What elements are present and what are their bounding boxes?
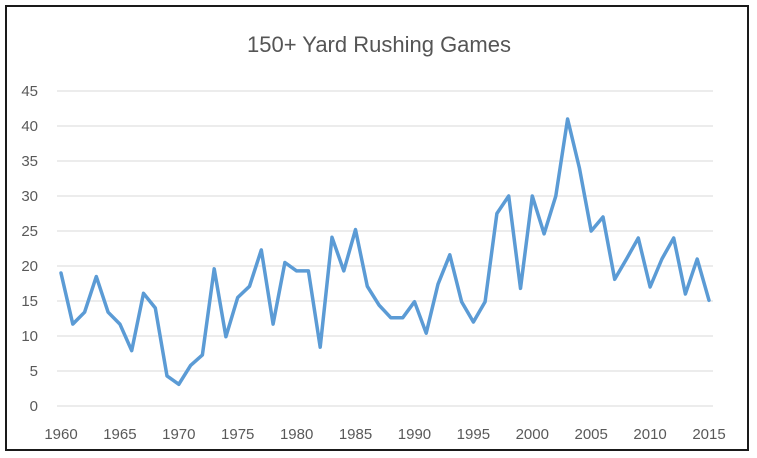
x-tick-label: 1965 bbox=[103, 426, 136, 443]
grid-lines bbox=[57, 90, 713, 407]
y-tick-label: 25 bbox=[21, 223, 38, 240]
y-tick-label: 45 bbox=[21, 83, 38, 100]
y-tick-label: 15 bbox=[21, 293, 38, 310]
x-tick-label: 2010 bbox=[633, 426, 666, 443]
y-tick-label: 40 bbox=[21, 118, 38, 135]
x-tick-label: 1985 bbox=[339, 426, 372, 443]
x-tick-label: 2015 bbox=[692, 426, 725, 443]
chart-frame bbox=[5, 5, 749, 451]
x-tick-label: 1990 bbox=[398, 426, 431, 443]
y-tick-label: 30 bbox=[21, 188, 38, 205]
y-tick-label: 10 bbox=[21, 328, 38, 345]
x-tick-label: 1980 bbox=[280, 426, 313, 443]
x-tick-label: 1975 bbox=[221, 426, 254, 443]
x-tick-label: 1995 bbox=[457, 426, 490, 443]
y-axis-ticks: 0 5 10 15 20 25 30 35 40 45 bbox=[21, 83, 38, 415]
y-tick-label: 0 bbox=[30, 398, 38, 415]
y-tick-label: 20 bbox=[21, 258, 38, 275]
x-tick-label: 1970 bbox=[162, 426, 195, 443]
y-tick-label: 5 bbox=[30, 363, 38, 380]
x-axis-ticks: 1960 1965 1970 1975 1980 1985 1990 1995 2000 2005… bbox=[44, 426, 725, 443]
chart-title: 150+ Yard Rushing Games bbox=[247, 32, 511, 57]
x-tick-label: 1960 bbox=[44, 426, 77, 443]
x-tick-label: 2000 bbox=[516, 426, 549, 443]
y-tick-label: 35 bbox=[21, 153, 38, 170]
series-group bbox=[59, 117, 711, 387]
series-line bbox=[59, 117, 711, 387]
x-tick-label: 2005 bbox=[574, 426, 607, 443]
